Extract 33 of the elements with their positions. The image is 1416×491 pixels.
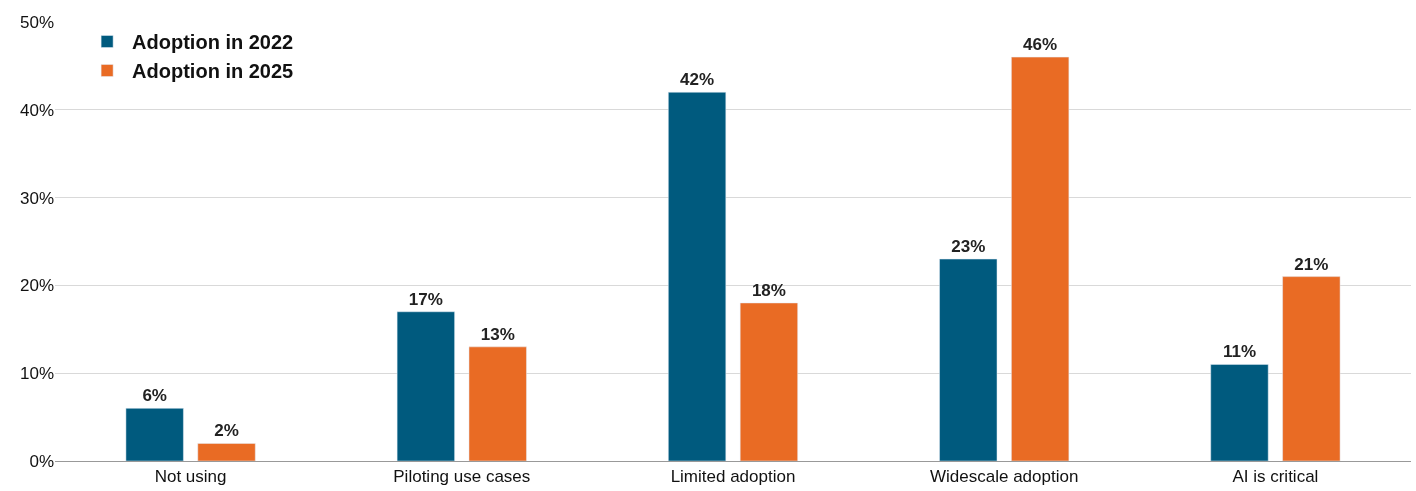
y-tick-label: 0% (29, 451, 54, 471)
bar (739, 302, 798, 461)
bar (1011, 56, 1070, 461)
y-tick-label: 20% (19, 276, 54, 296)
data-label: 23% (951, 237, 986, 257)
x-tick-label: Piloting use cases (393, 467, 531, 487)
data-label: 11% (1222, 342, 1257, 362)
bar (1210, 364, 1269, 461)
x-tick-label: Limited adoption (670, 467, 796, 487)
data-label: 17% (408, 289, 443, 309)
x-tick-label: Not using (154, 467, 227, 487)
data-label: 13% (480, 324, 515, 344)
x-tick-label: Widescale adoption (930, 467, 1079, 487)
legend-label: Adoption in 2022 (132, 31, 294, 54)
bar (939, 258, 998, 461)
data-label: 6% (142, 386, 167, 406)
data-label: 2% (214, 421, 239, 441)
bar (125, 408, 184, 461)
data-label: 46% (1023, 35, 1058, 55)
data-label: 42% (680, 70, 715, 90)
x-tick-label: AI is critical (1232, 467, 1319, 487)
bar (396, 311, 455, 461)
y-tick-label: 30% (19, 188, 54, 208)
y-tick-label: 50% (19, 12, 54, 32)
y-tick-label: 40% (19, 100, 54, 120)
bar (468, 346, 527, 461)
data-label: 21% (1294, 254, 1329, 274)
legend-label: Adoption in 2025 (132, 60, 294, 83)
data-label: 18% (751, 280, 786, 300)
bar (1282, 276, 1341, 461)
y-tick-label: 10% (19, 364, 54, 384)
bar (668, 91, 727, 461)
bar (197, 443, 256, 461)
